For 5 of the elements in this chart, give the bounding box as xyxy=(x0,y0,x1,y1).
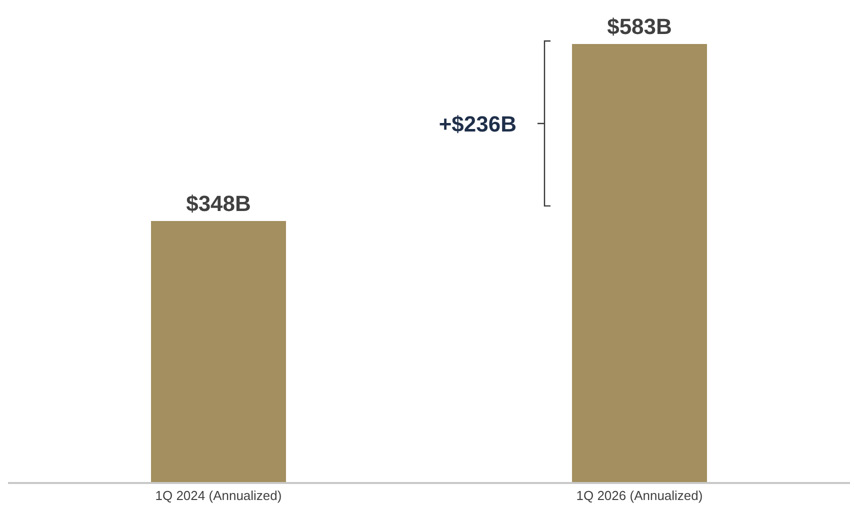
annotation: +$236B xyxy=(438,111,516,136)
x-tick-label: 1Q 2024 (Annualized) xyxy=(155,488,282,504)
x-tick-label: 1Q 2026 (Annualized) xyxy=(576,488,703,504)
data-label: $348B xyxy=(186,190,251,216)
data-label: $583B xyxy=(607,14,672,39)
